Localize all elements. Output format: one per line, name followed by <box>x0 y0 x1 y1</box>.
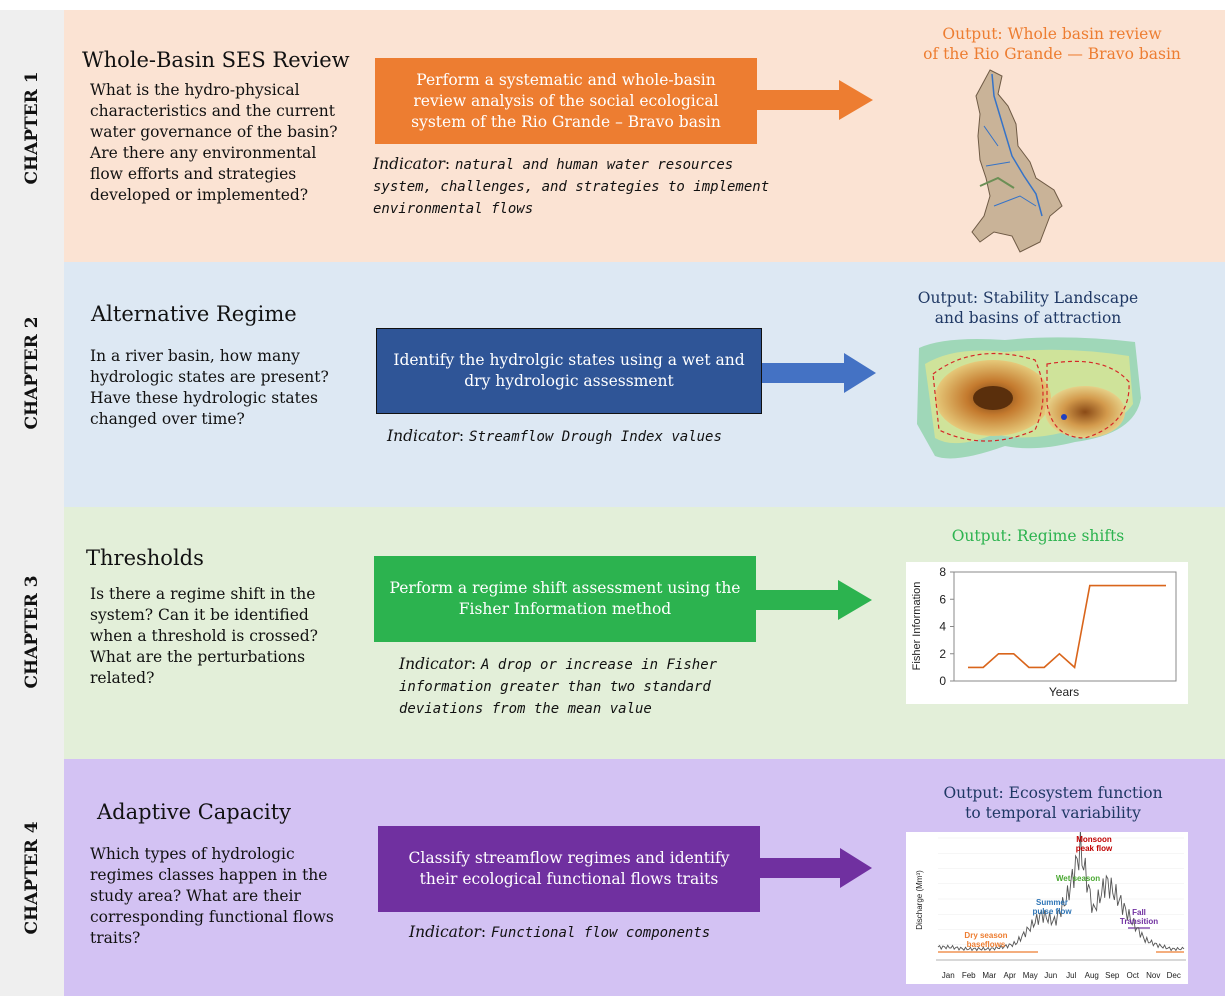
output-line-2: of the Rio Grande — Bravo basin <box>923 45 1181 63</box>
annotation-pulse-flow: pulse flow <box>1032 907 1072 916</box>
annotation-summer: Summer <box>1036 898 1068 907</box>
chapter-4-output: Output: Ecosystem function to temporal v… <box>943 783 1162 823</box>
chapter-1-arrow <box>757 80 873 120</box>
month-tick-label: Dec <box>1167 971 1181 980</box>
chapter-strip-2 <box>0 262 64 507</box>
annotation-peak-flow: peak flow <box>1076 844 1113 853</box>
rio-grande-basin-map <box>971 69 1063 253</box>
chapter-2-task-box: Identify the hydrolgic states using a we… <box>376 328 762 414</box>
annotation-transition: Transition <box>1120 917 1158 926</box>
indicator-value: Functional flow components <box>491 925 711 941</box>
chapter-1-task-box: Perform a systematic and whole-basin rev… <box>375 58 757 144</box>
month-tick-label: Nov <box>1146 971 1160 980</box>
fisher-ylabel: Fisher Information <box>911 582 923 671</box>
chapter-1-question: What is the hydro-physical characteristi… <box>90 81 338 204</box>
month-tick-label: Aug <box>1085 971 1099 980</box>
chapter-3-indicator: Indicator: A drop or increase in Fisher … <box>399 655 718 717</box>
chapter-2-label: CHAPTER 2 <box>22 316 42 430</box>
fisher-xlabel: Years <box>1049 685 1079 699</box>
chapter-4-label: CHAPTER 4 <box>22 821 42 935</box>
chapter-3-label: CHAPTER 3 <box>22 575 42 689</box>
chapter-4-title: Adaptive Capacity <box>97 800 292 824</box>
chapter-2-indicator: Indicator: Streamflow Drough Index value… <box>387 427 722 445</box>
month-tick-label: Jul <box>1066 971 1076 980</box>
chapter-1-title: Whole-Basin SES Review <box>82 48 350 72</box>
chapter-3-title: Thresholds <box>86 546 204 570</box>
month-tick-label: Mar <box>982 971 996 980</box>
flow-ylabel: Discharge (Mm³) <box>915 870 924 930</box>
month-tick-label: Jan <box>942 971 955 980</box>
fisher-ytick-label: 8 <box>939 565 946 579</box>
month-tick-label: May <box>1023 971 1038 980</box>
chapter-strip-1 <box>0 10 64 262</box>
indicator-value: natural and human water resources system… <box>373 157 770 217</box>
annotation-monsoon: Monsoon <box>1076 835 1112 844</box>
output-line-1: Output: Stability Landscape <box>917 289 1139 307</box>
chapter-1-label: CHAPTER 1 <box>22 71 42 185</box>
output-line-1: Output: Whole basin review <box>942 25 1162 43</box>
month-tick-label: Apr <box>1004 971 1017 980</box>
month-tick-label: Jun <box>1044 971 1057 980</box>
indicator-label: Indicator <box>409 923 481 941</box>
chapter-2-output: Output: Stability Landscape and basins o… <box>918 288 1138 328</box>
month-tick-label: Oct <box>1127 971 1140 980</box>
output-line-1: Output: Ecosystem function <box>943 784 1163 802</box>
functional-flow-chart: Jan Feb Mar Apr May Jun Jul Aug Sep Oct Nov Dec Dis… <box>906 832 1188 984</box>
chapter-1-output: Output: Whole basin review of the Rio Gr… <box>923 24 1181 64</box>
chapter-2-title: Alternative Regime <box>91 302 297 326</box>
annotation-fall: Fall <box>1132 908 1146 917</box>
chapter-strip-3 <box>0 507 64 759</box>
chapter-4-task-box: Classify streamflow regimes and identify… <box>378 826 760 912</box>
indicator-label: Indicator <box>373 155 445 173</box>
chapter-3-task-box: Perform a regime shift assessment using … <box>374 556 756 642</box>
chapter-2-question: In a river basin, how many hydrologic st… <box>90 347 329 428</box>
indicator-value: Streamflow Drough Index values <box>469 429 722 445</box>
chapter-3-question: Is there a regime shift in the system? C… <box>90 585 318 687</box>
annotation-baseflows: baseflows <box>967 940 1006 949</box>
chapter-1-indicator: Indicator: natural and human water resou… <box>373 155 770 217</box>
chapter-4-arrow <box>760 848 872 888</box>
chapter-3-arrow <box>756 580 872 620</box>
fisher-information-chart: 0 2 4 6 8 Years Fisher Information <box>906 562 1188 704</box>
indicator-label: Indicator <box>387 427 459 445</box>
chapter-4-question: Which types of hydrologic regimes classe… <box>90 845 334 947</box>
fisher-ytick-label: 2 <box>939 647 946 661</box>
fisher-ytick-label: 4 <box>939 620 946 634</box>
fisher-ytick-label: 6 <box>939 592 946 606</box>
chapter-strip-4 <box>0 759 64 996</box>
discharge-series-line <box>937 832 1185 952</box>
output-line-1: Output: Regime shifts <box>951 527 1125 545</box>
chapter-2-arrow <box>762 353 876 393</box>
stability-landscape-image <box>917 337 1141 459</box>
annotation-dry-season: Dry season <box>964 931 1007 940</box>
output-line-2: and basins of attraction <box>934 309 1122 327</box>
indicator-label: Indicator <box>399 655 471 673</box>
fisher-ytick-label: 0 <box>939 674 946 688</box>
annotation-wet-season: Wet season <box>1056 874 1100 883</box>
chapter-3-output: Output: Regime shifts <box>952 526 1125 546</box>
month-tick-label: Sep <box>1105 971 1120 980</box>
chapter-4-indicator: Indicator: Functional flow components <box>409 923 711 941</box>
fisher-series-line <box>968 584 1166 669</box>
output-line-2: to temporal variability <box>965 804 1141 822</box>
month-tick-label: Feb <box>962 971 976 980</box>
indicator-value: A drop or increase in Fisher information… <box>399 657 718 717</box>
